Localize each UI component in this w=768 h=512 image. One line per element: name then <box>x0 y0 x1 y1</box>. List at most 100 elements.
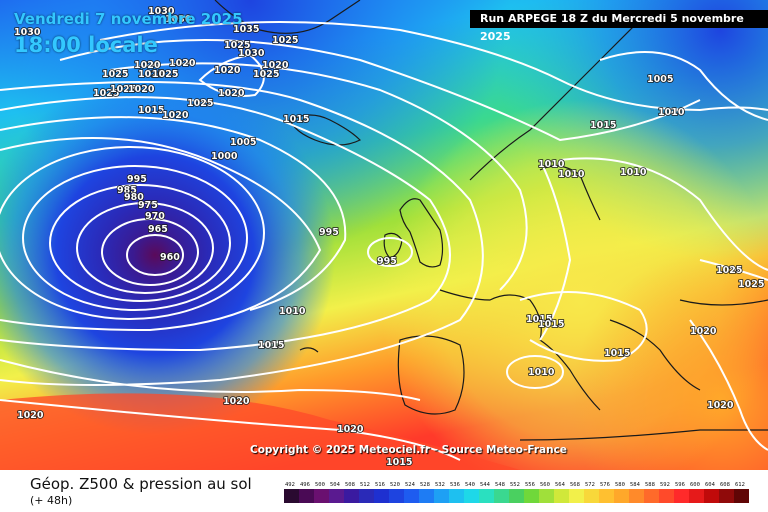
pressure-label: 980 <box>124 192 144 203</box>
legend-subtitle: (+ 48h) <box>30 494 73 507</box>
scale-tick-label: 536 <box>450 482 460 488</box>
scale-tick-label: 580 <box>615 482 625 488</box>
pressure-label: 1020 <box>214 65 241 76</box>
scale-tick-label: 548 <box>495 482 505 488</box>
black-sea-coast <box>679 299 768 306</box>
scale-swatch <box>734 489 749 503</box>
scale-tick-label: 528 <box>420 482 430 488</box>
scale-tick-label: 520 <box>390 482 400 488</box>
pressure-label: 1015 <box>283 114 309 125</box>
isobar-1015-europe <box>519 291 648 362</box>
scale-tick-label: 496 <box>300 482 310 488</box>
pressure-label: 985 <box>117 185 137 196</box>
pressure-label: 1030 <box>14 27 41 38</box>
scale-swatch <box>584 489 599 503</box>
pressure-label: 1010 <box>620 167 647 178</box>
baltic-coast <box>539 165 601 221</box>
pressure-label: 1030 <box>238 48 265 59</box>
azores-coast <box>299 347 319 353</box>
scale-tick-label: 544 <box>480 482 491 488</box>
pressure-label: 1010 <box>538 159 565 170</box>
pressure-label: 1010 <box>279 306 306 317</box>
scale-swatch <box>314 489 329 503</box>
scale-tick-label: 600 <box>690 482 700 488</box>
scale-swatch <box>419 489 434 503</box>
scale-swatch <box>464 489 479 503</box>
pressure-label: 1025 <box>272 35 298 46</box>
pressure-labels: 1030 1030 1030 1035 1025 1030 1025 1020 … <box>13 5 765 469</box>
pressure-label: 1020 <box>690 326 717 337</box>
scale-tick-label: 608 <box>720 482 730 488</box>
scale-swatch <box>599 489 614 503</box>
pressure-label: 965 <box>148 224 168 235</box>
isobar-1015-north <box>99 21 768 112</box>
pressure-label: 1035 <box>233 24 259 35</box>
pressure-label: 1015 <box>604 348 630 359</box>
pressure-label: 995 <box>127 174 147 185</box>
isobar-960 <box>126 234 184 276</box>
pressure-label: 1020 <box>17 410 44 421</box>
pressure-label: 1030 <box>148 6 175 17</box>
balkans-coast <box>609 319 701 391</box>
pressure-label: 1020 <box>707 400 734 411</box>
north-africa-coast <box>519 429 768 441</box>
scale-swatch <box>569 489 584 503</box>
greenland-coast <box>214 0 361 34</box>
isobar-1020-se <box>689 319 768 451</box>
isobar-1000 <box>0 96 451 352</box>
scale-swatch <box>644 489 659 503</box>
pressure-label: 1020 <box>218 88 245 99</box>
pressure-label: 1020 <box>337 424 364 435</box>
scale-swatch <box>359 489 374 503</box>
pressure-label: 1020 <box>169 58 196 69</box>
pressure-label: 1005 <box>647 74 673 85</box>
italy-coast <box>539 339 601 411</box>
pressure-label: 1025 <box>138 69 164 80</box>
scale-tick-label: 596 <box>675 482 685 488</box>
scale-swatch <box>449 489 464 503</box>
pressure-label: 1015 <box>258 340 284 351</box>
weather-map: 1030 1030 1030 1035 1025 1030 1025 1020 … <box>0 0 768 470</box>
scale-tick-label: 584 <box>630 482 641 488</box>
scale-swatch <box>704 489 719 503</box>
valid-date-title: Vendredi 7 novembre 2025 <box>14 10 243 28</box>
france-coast <box>439 289 542 341</box>
isobar-995-secondary <box>367 237 413 267</box>
isobar-995 <box>0 116 347 311</box>
pressure-label: 1030 <box>165 14 192 25</box>
ireland-coast <box>383 232 403 259</box>
isobar-970 <box>76 202 214 294</box>
norway-coast <box>469 19 641 181</box>
coastlines <box>214 0 768 441</box>
scale-tick-label: 572 <box>585 482 595 488</box>
isobar-1010-italy <box>506 355 564 389</box>
isobar-1005 <box>0 81 484 386</box>
pressure-label: 1010 <box>658 107 685 118</box>
pressure-label: 1025 <box>152 69 178 80</box>
isobar-985 <box>0 146 265 320</box>
scale-tick-label: 560 <box>540 482 550 488</box>
pressure-label: 1010 <box>528 367 555 378</box>
scale-tick-label: 540 <box>465 482 475 488</box>
scale-swatch <box>329 489 344 503</box>
isobar-1025-ring <box>198 53 265 97</box>
isobar-1005-ne <box>599 51 768 121</box>
scale-swatch <box>494 489 509 503</box>
scale-swatch <box>284 489 299 503</box>
scale-swatch <box>524 489 539 503</box>
z500-southeast-warm <box>0 0 768 470</box>
scale-tick-label: 504 <box>330 482 341 488</box>
pressure-label: 1020 <box>128 84 155 95</box>
isobars <box>0 21 768 461</box>
pressure-label: 1025 <box>102 69 128 80</box>
pressure-label: 1025 <box>187 98 213 109</box>
scale-swatch <box>479 489 494 503</box>
pressure-label: 970 <box>145 211 165 222</box>
scale-tick-label: 588 <box>645 482 655 488</box>
pressure-label: 1015 <box>138 105 164 116</box>
scale-swatch <box>614 489 629 503</box>
pressure-label: 995 <box>377 256 397 267</box>
scale-tick-label: 524 <box>405 482 416 488</box>
color-scale: 492 496 500 504 508 512 516 520 524 528 532 536 540 5… <box>284 482 749 503</box>
low-center-label: 960 <box>160 252 180 263</box>
